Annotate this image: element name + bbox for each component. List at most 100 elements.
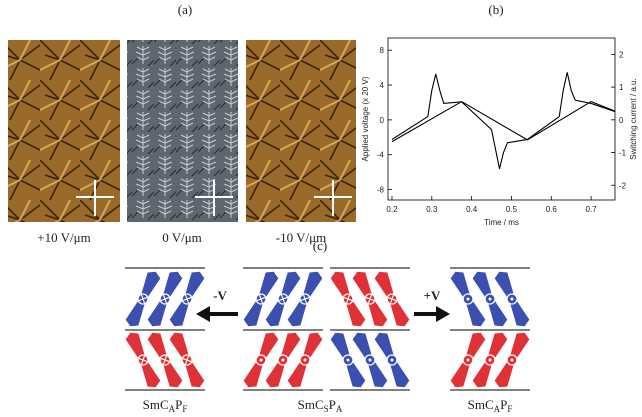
y-tick-label: -8 xyxy=(377,186,385,195)
molecule xyxy=(494,332,530,388)
molecule xyxy=(125,271,161,327)
y-tick-label: 4 xyxy=(380,81,385,90)
micrograph xyxy=(246,40,356,222)
phase-label-part: P xyxy=(500,397,507,412)
molecule xyxy=(472,332,508,388)
micrograph xyxy=(127,40,238,222)
phase-label: SmCAPF xyxy=(143,397,188,414)
symbol-cross xyxy=(387,294,397,304)
phase-label: SmCAPF xyxy=(468,397,513,414)
y2-tick-label: -1 xyxy=(619,149,627,158)
phase-label-part: F xyxy=(507,404,512,414)
x-tick-label: 0.4 xyxy=(466,205,478,214)
y2-tick-label: -2 xyxy=(619,181,627,190)
panel-label: (c) xyxy=(313,238,327,253)
y-tick-label: 8 xyxy=(380,46,385,55)
molecule xyxy=(374,332,410,388)
x-axis-title: Time / ms xyxy=(484,218,519,227)
molecule xyxy=(147,332,183,388)
symbol-dot xyxy=(346,358,350,362)
molecule xyxy=(450,271,486,327)
y2-tick-label: 1 xyxy=(619,83,624,92)
symbol-dot xyxy=(303,358,307,362)
x-tick-label: 0.7 xyxy=(586,205,598,214)
molecule xyxy=(243,332,279,388)
phase-label-part: SmC xyxy=(468,397,494,412)
molecule xyxy=(147,271,183,327)
molecule xyxy=(472,271,508,327)
y-tick-label: 0 xyxy=(380,116,385,125)
molecule xyxy=(243,271,279,327)
symbol-dot xyxy=(466,358,470,362)
y2-tick-label: 0 xyxy=(619,116,624,125)
molecule xyxy=(125,332,161,388)
phase-label-part: P xyxy=(175,397,182,412)
caption: +10 V/μm xyxy=(37,230,90,245)
x-tick-label: 0.2 xyxy=(386,205,398,214)
arrow-label: -V xyxy=(213,288,227,303)
arrow-label: +V xyxy=(424,288,441,303)
phase-label-part: SmC xyxy=(143,397,169,412)
molecule xyxy=(169,271,205,327)
symbol-cross xyxy=(160,355,170,365)
molecule xyxy=(330,271,366,327)
symbol-cross xyxy=(182,355,192,365)
symbol-dot xyxy=(510,358,514,362)
x-tick-label: 0.5 xyxy=(506,205,518,214)
symbol-cross xyxy=(160,294,170,304)
molecule xyxy=(330,332,366,388)
chart: 0.2 0.3 0.4 0.5 0.6 0.7 -8 -4 0 4 8 -2 -1 0 1 2 Time / m… xyxy=(361,37,638,227)
x-tick-label: 0.6 xyxy=(546,205,558,214)
line-series xyxy=(391,72,616,170)
molecule xyxy=(352,271,388,327)
panel-label: (a) xyxy=(178,2,192,17)
y2-axis-title: Switching current / a.u. xyxy=(629,78,638,159)
phase-label: SmCSPA xyxy=(298,397,343,414)
phase-label-part: SmC xyxy=(298,397,324,412)
molecule xyxy=(265,271,301,327)
phase-label-part: F xyxy=(182,404,187,414)
symbol-cross xyxy=(365,294,375,304)
symbol-dot xyxy=(488,297,492,301)
molecule xyxy=(169,332,205,388)
arrow xyxy=(414,306,450,322)
x-tick-label: 0.3 xyxy=(426,205,438,214)
symbol-dot xyxy=(510,297,514,301)
micrograph xyxy=(8,40,120,222)
molecule xyxy=(352,332,388,388)
polarizer-cross xyxy=(76,180,352,216)
phase-label-part: A xyxy=(336,404,343,414)
phase-label-part: A xyxy=(494,404,501,414)
symbol-dot xyxy=(390,358,394,362)
arrow xyxy=(196,306,238,322)
phase-label-part: A xyxy=(169,404,176,414)
micrographs xyxy=(8,40,356,222)
symbol-dot xyxy=(488,358,492,362)
symbol-dot xyxy=(259,358,263,362)
phase-label-part: S xyxy=(324,404,329,414)
symbol-cross xyxy=(300,294,310,304)
symbol-cross xyxy=(343,294,353,304)
symbol-dot xyxy=(281,358,285,362)
molecule xyxy=(265,332,301,388)
line-series xyxy=(391,100,616,143)
molecule xyxy=(287,332,323,388)
symbol-cross xyxy=(138,355,148,365)
molecule xyxy=(450,332,486,388)
molecule xyxy=(287,271,323,327)
y-tick-label: -4 xyxy=(377,151,385,160)
caption: -10 V/μm xyxy=(276,230,326,245)
molecule xyxy=(494,271,530,327)
phase-label-part: P xyxy=(329,397,336,412)
symbol-cross xyxy=(278,294,288,304)
symbol-cross xyxy=(182,294,192,304)
symbol-dot xyxy=(466,297,470,301)
caption: 0 V/μm xyxy=(162,230,202,245)
symbol-cross xyxy=(138,294,148,304)
symbol-dot xyxy=(368,358,372,362)
plot-frame xyxy=(387,37,616,201)
symbol-cross xyxy=(256,294,266,304)
panel-label: (b) xyxy=(488,2,503,17)
